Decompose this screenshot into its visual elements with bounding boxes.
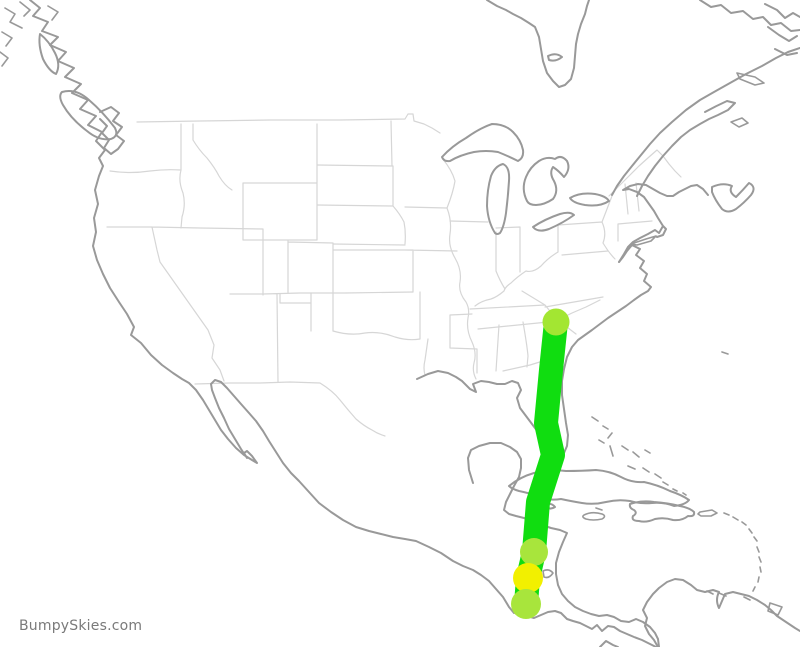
route-end-marker: [511, 589, 541, 619]
nova-scotia-path: [711, 182, 755, 213]
lake-erie-path: [532, 211, 575, 232]
lake-ontario-path: [569, 192, 610, 207]
watermark: BumpySkies.com: [19, 618, 143, 634]
route-start-marker: [542, 308, 570, 336]
south-central-state-borders: [449, 313, 565, 374]
anticosti-pei-path: [730, 72, 765, 128]
st-lawrence-coast-path: [611, 47, 800, 197]
route-waypoint-marker: [513, 563, 543, 593]
us-canada-border-east: [608, 149, 682, 197]
james-bay-path: [486, 0, 590, 88]
lake-michigan-path: [486, 163, 511, 235]
northeast-state-borders: [557, 182, 653, 260]
southeast-state-borders: [469, 290, 604, 335]
mountain-state-borders: [242, 123, 334, 294]
us-mexico-border: [194, 381, 386, 437]
yucatan-central-america-caribbean-path: [467, 442, 660, 647]
state-borders: [106, 113, 682, 437]
alaska-panhandle-islands-path: [0, 1, 59, 67]
puget-sound-path: [99, 106, 125, 155]
haida-gwaii-path: [38, 33, 60, 75]
lake-huron-path: [522, 155, 570, 206]
us-canada-border: [136, 113, 441, 134]
midwest-state-borders: [449, 220, 559, 307]
south-america-coast-path: [599, 578, 800, 647]
plains-state-borders: [316, 120, 458, 293]
lake-superior-path: [441, 123, 525, 163]
western-state-borders: [106, 123, 414, 383]
caribbean-islands-path: [582, 351, 783, 616]
vancouver-island-path: [59, 90, 118, 141]
long-island-path: [630, 235, 657, 246]
lake-nicaragua-path: [542, 569, 554, 579]
hispaniola-path: [628, 500, 696, 523]
labrador-newfoundland-path: [699, 0, 800, 56]
texas-oklahoma-borders: [279, 291, 429, 376]
mississippi-river-borders: [441, 157, 477, 380]
new-england-coast-path: [618, 183, 709, 263]
gulf-and-atlantic-coast-path: [416, 244, 652, 454]
flight-route: [511, 308, 570, 619]
route-waypoint-marker: [520, 538, 548, 566]
